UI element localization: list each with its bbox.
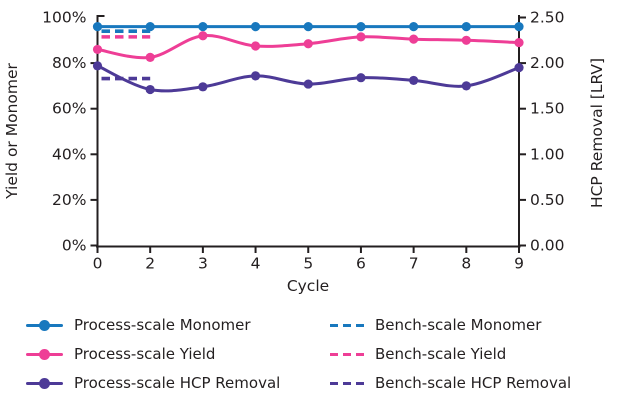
svg-text:9: 9: [514, 255, 524, 273]
chart-area: 0% 20% 40% 60% 80% 100% 0.00 0.50 1.00 1.50 2.00 2.…: [3, 9, 606, 296]
legend-item-process-hcp: Process-scale HCP Removal: [26, 374, 330, 393]
svg-text:80%: 80%: [52, 54, 86, 72]
dashed-line-swatch: [330, 381, 364, 386]
svg-text:100%: 100%: [42, 9, 86, 27]
svg-text:2.00: 2.00: [530, 54, 565, 72]
legend-item-bench-yield: Bench-scale Yield: [330, 345, 620, 364]
series-lines: [92, 22, 524, 95]
solid-line-dot-swatch: [26, 319, 63, 331]
svg-text:2.50: 2.50: [530, 9, 565, 27]
chart-svg: 0% 20% 40% 60% 80% 100% 0.00 0.50 1.00 1.50 2.00 2.…: [3, 9, 606, 296]
axes: 0% 20% 40% 60% 80% 100% 0.00 0.50 1.00 1.50 2.00 2.…: [42, 9, 564, 273]
svg-text:4: 4: [251, 255, 261, 273]
legend-label: Process-scale Yield: [74, 345, 216, 363]
right-axis-title: HCP Removal [LRV]: [588, 58, 606, 208]
svg-text:8: 8: [461, 255, 471, 273]
svg-text:0: 0: [93, 255, 103, 273]
legend-label: Bench-scale HCP Removal: [375, 374, 572, 392]
legend-item-process-yield: Process-scale Yield: [26, 345, 330, 364]
legend-item-bench-hcp: Bench-scale HCP Removal: [330, 374, 620, 393]
dashed-line-swatch: [330, 352, 364, 357]
svg-text:0%: 0%: [62, 237, 87, 255]
svg-text:0.50: 0.50: [530, 191, 565, 209]
svg-text:0.00: 0.00: [530, 237, 565, 255]
legend-label: Process-scale HCP Removal: [74, 374, 281, 392]
legend-label: Bench-scale Yield: [375, 345, 507, 363]
legend-label: Process-scale Monomer: [74, 316, 251, 334]
solid-line-dot-swatch: [26, 377, 63, 389]
svg-text:5: 5: [303, 255, 313, 273]
svg-text:1.00: 1.00: [530, 145, 565, 163]
x-axis-title: Cycle: [287, 277, 329, 295]
legend-item-bench-monomer: Bench-scale Monomer: [330, 316, 620, 335]
svg-text:60%: 60%: [52, 100, 86, 118]
dashed-line-swatch: [330, 323, 364, 328]
legend-item-process-monomer: Process-scale Monomer: [26, 316, 330, 335]
svg-text:2: 2: [145, 255, 155, 273]
legend: Process-scale Monomer Bench-scale Monome…: [0, 316, 620, 393]
svg-text:7: 7: [409, 255, 419, 273]
svg-text:40%: 40%: [52, 145, 86, 163]
svg-text:1.50: 1.50: [530, 100, 565, 118]
solid-line-dot-swatch: [26, 348, 63, 360]
svg-text:6: 6: [356, 255, 366, 273]
legend-label: Bench-scale Monomer: [375, 316, 542, 334]
svg-text:20%: 20%: [52, 191, 86, 209]
svg-text:3: 3: [198, 255, 208, 273]
left-axis-title: Yield or Monomer: [3, 62, 21, 199]
